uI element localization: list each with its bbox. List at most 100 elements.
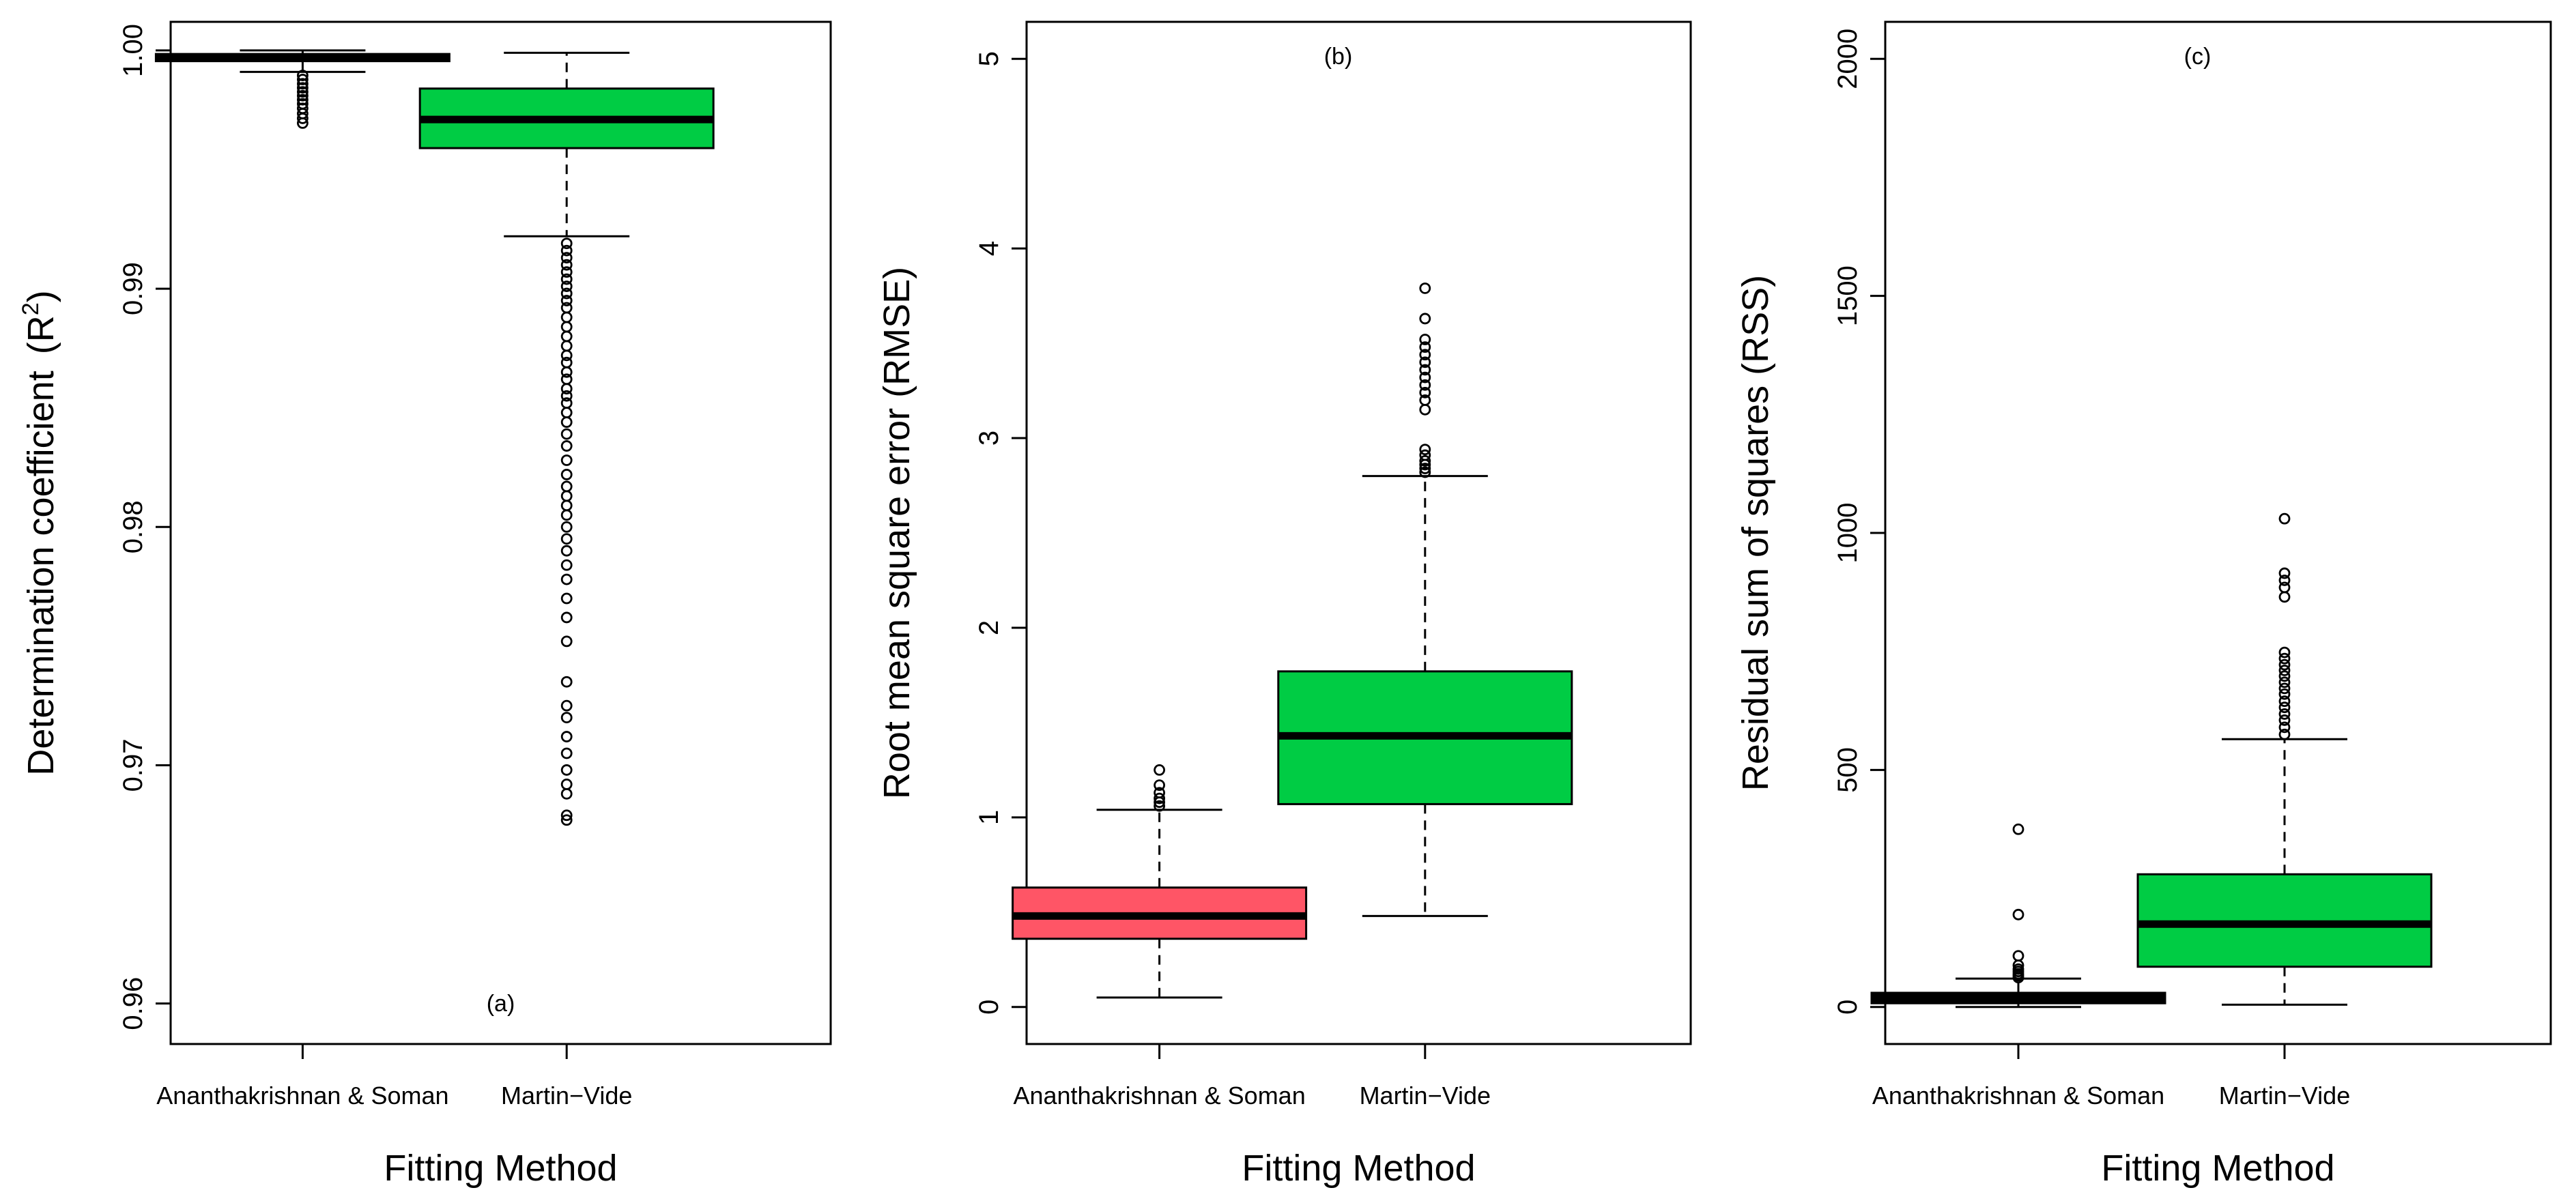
outlier-point — [560, 280, 573, 292]
outlier-point — [560, 440, 573, 452]
chart-panel-1: 0 1 2 3 4 5 Ananthakrishnan & Soman Martin−Vide… — [876, 20, 1692, 1189]
outlier-point — [1419, 454, 1431, 467]
outlier-point — [2278, 581, 2291, 594]
outlier-point — [1419, 379, 1431, 391]
outlier-point — [2278, 652, 2291, 665]
y-axis-title-text: Root mean square error (RMSE) — [876, 267, 917, 799]
outlier-point — [296, 78, 309, 90]
outlier-point — [2278, 728, 2291, 740]
outlier-point — [560, 611, 573, 624]
box-0 — [1870, 823, 2166, 1009]
outlier-point — [560, 573, 573, 585]
outlier-point — [2278, 721, 2291, 734]
y-tick-label: 0 — [974, 1000, 1004, 1015]
box-0 — [154, 49, 450, 129]
outlier-point — [560, 390, 573, 402]
outlier-point — [2012, 908, 2024, 921]
outlier-point — [560, 244, 573, 257]
outlier-point — [2012, 823, 2024, 835]
outlier-point — [2012, 950, 2024, 962]
outlier-point — [1419, 313, 1431, 325]
outlier-point — [1419, 444, 1431, 456]
panel-label: (a) — [487, 991, 515, 1017]
outlier-point — [560, 273, 573, 285]
outlier-point — [2278, 701, 2291, 714]
y-tick-label: 2000 — [1833, 29, 1863, 89]
outlier-point — [1419, 356, 1431, 368]
outlier-point — [560, 533, 573, 545]
y-tick-label: 1000 — [1833, 503, 1863, 564]
y-tick-label: 1.00 — [118, 24, 148, 77]
outlier-point — [560, 287, 573, 300]
outlier-point — [560, 295, 573, 306]
outlier-point — [296, 117, 309, 129]
x-category-label: Ananthakrishnan & Soman — [156, 1082, 448, 1110]
box-1 — [2136, 512, 2433, 1006]
outlier-point — [560, 676, 573, 688]
y-tick-label: 0 — [1833, 1000, 1863, 1015]
outlier-point — [560, 592, 573, 605]
outlier-point — [2278, 512, 2291, 525]
outlier-point — [560, 559, 573, 571]
y-axis-title-superscript: 2 — [18, 302, 44, 315]
outlier-point — [560, 252, 573, 264]
outlier-point — [2278, 688, 2291, 700]
outlier-point — [2278, 714, 2291, 726]
plot-frame — [1025, 20, 1692, 1045]
y-axis-title-symbol: (R — [20, 315, 61, 354]
x-axis-title: Fitting Method — [1242, 1148, 1475, 1189]
outlier-point — [560, 366, 573, 378]
panel-label: (c) — [2184, 44, 2212, 70]
outlier-point — [560, 454, 573, 466]
x-category-label: Ananthakrishnan & Soman — [1013, 1082, 1305, 1110]
y-tick-label: 0.97 — [118, 739, 148, 792]
outlier-point — [1419, 463, 1431, 474]
outlier-point — [560, 259, 573, 271]
outlier-point — [2012, 963, 2024, 975]
outlier-point — [2278, 682, 2291, 695]
x-category-label: Ananthakrishnan & Soman — [1872, 1082, 2164, 1110]
y-tick-label: 2 — [974, 620, 1004, 635]
plot-frame — [169, 20, 832, 1045]
chart-panel-2: 0 500 1000 1500 2000 Ananthakrishnan & Soman M… — [1735, 20, 2552, 1189]
box-1 — [418, 51, 715, 826]
outlier-point — [1154, 787, 1165, 799]
outlier-point — [296, 89, 309, 102]
y-axis-title: Determination coefficient (R2) — [18, 290, 61, 775]
outlier-point — [296, 86, 309, 98]
outlier-point — [1419, 349, 1431, 361]
outlier-point — [560, 787, 573, 800]
outlier-point — [2278, 665, 2291, 676]
outlier-point — [560, 349, 573, 362]
y-axis-title-close: ) — [20, 290, 61, 302]
outlier-point — [1154, 779, 1165, 792]
outlier-point — [560, 383, 573, 395]
outlier-point — [2278, 658, 2291, 671]
outlier-point — [2278, 695, 2291, 708]
outlier-point — [2278, 567, 2291, 579]
y-tick-label: 3 — [974, 431, 1004, 446]
y-tick-label: 1500 — [1833, 265, 1863, 326]
box-0 — [1012, 764, 1308, 999]
outlier-point — [560, 731, 573, 742]
outlier-point — [1419, 364, 1431, 376]
outlier-point — [560, 814, 573, 826]
outlier-point — [560, 266, 573, 278]
outlier-point — [1419, 341, 1431, 353]
outlier-point — [296, 93, 309, 106]
x-category-label: Martin−Vide — [1360, 1082, 1491, 1110]
outlier-point — [2278, 676, 2291, 689]
y-tick-label: 0.96 — [118, 977, 148, 1030]
outlier-point — [1154, 800, 1165, 812]
y-axis-title: Residual sum of squares (RSS) — [1735, 275, 1776, 791]
outlier-point — [560, 416, 573, 429]
y-tick-label: 4 — [974, 241, 1004, 256]
y-axis-title-text: Residual sum of squares (RSS) — [1735, 275, 1776, 791]
x-category-label: Martin−Vide — [2219, 1082, 2350, 1110]
panels: 0.96 0.97 0.98 0.99 1.00 Ananthakrishnan & So… — [18, 20, 2552, 1189]
y-tick-label: 0.99 — [118, 262, 148, 315]
outlier-point — [560, 764, 573, 776]
outlier-point — [1419, 371, 1431, 383]
outlier-point — [296, 70, 309, 81]
